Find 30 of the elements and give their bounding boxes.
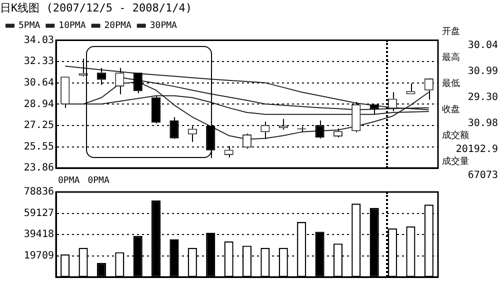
- text: 30.99: [466, 65, 498, 78]
- text: 0PMA: [58, 176, 80, 186]
- text: 成交额: [442, 130, 470, 143]
- y-tick-label: 23.86: [24, 162, 54, 174]
- y-tick-label: 39418: [24, 229, 54, 240]
- text: 30.98: [466, 117, 498, 130]
- text: 开盘: [442, 26, 461, 39]
- text: 20192.9: [454, 143, 498, 156]
- chart-title: 日K线图 (2007/12/5 - 2008/1/4): [0, 1, 192, 14]
- y-tick-label: 59127: [24, 208, 54, 219]
- text: 最高: [442, 52, 461, 65]
- y-tick-label: 28.94: [24, 98, 54, 110]
- legend-label: 5PMA: [18, 21, 41, 32]
- y-tick-label: 19709: [24, 250, 54, 262]
- y-tick-label: 78836: [24, 186, 54, 198]
- text: 29.30: [466, 91, 498, 104]
- legend-label: 10PMA: [58, 21, 86, 32]
- legend-label: 20PMA: [104, 21, 132, 32]
- y-tick-label: 27.25: [24, 120, 54, 131]
- y-tick-label: 34.03: [24, 34, 54, 46]
- text: 0PMA: [88, 176, 110, 186]
- text: 成交量: [442, 156, 470, 169]
- y-tick-label: 25.55: [24, 141, 54, 152]
- y-tick-label: 32.33: [24, 56, 54, 68]
- legend-label: 30PMA: [150, 21, 178, 32]
- y-tick-label: 30.64: [24, 77, 54, 88]
- text: 67073: [466, 169, 498, 182]
- text: 收盘: [442, 104, 461, 117]
- text: 最低: [442, 78, 461, 91]
- text: 30.04: [466, 39, 498, 52]
